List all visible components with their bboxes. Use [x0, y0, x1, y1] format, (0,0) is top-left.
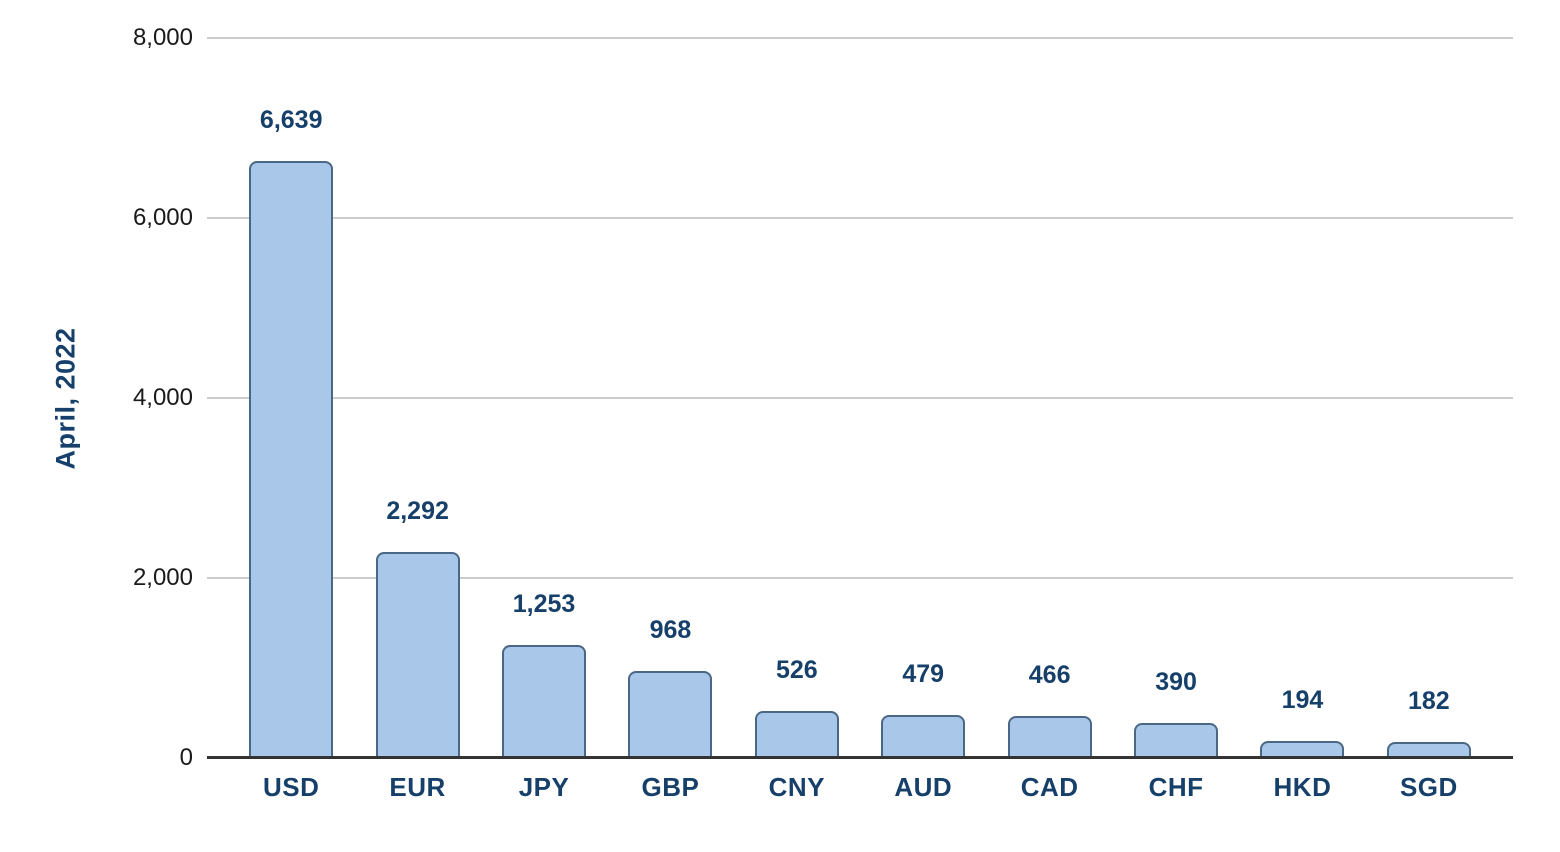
- bar-aud: [881, 714, 966, 758]
- bar-band-sgd: 182: [1366, 38, 1492, 758]
- y-tick-label: 2,000: [132, 564, 193, 591]
- bar-band-cny: 526: [734, 38, 860, 758]
- bar-value-label-usd: 6,639: [259, 105, 323, 134]
- y-tick-label: 4,000: [132, 384, 193, 411]
- bar-band-jpy: 1,253: [481, 38, 607, 758]
- bar-value-label-sgd: 182: [1408, 686, 1450, 715]
- bar-value-label-chf: 390: [1155, 667, 1197, 696]
- bar-band-usd: 6,639: [228, 38, 354, 758]
- bar-value-label-gbp: 968: [649, 615, 692, 644]
- bar-cad: [1007, 716, 1092, 758]
- bar-band-eur: 2,292: [354, 38, 480, 758]
- bar-band-gbp: 968: [607, 38, 733, 758]
- bar-band-hkd: 194: [1239, 38, 1365, 758]
- bar-eur: [375, 551, 460, 758]
- gridline: [207, 397, 1513, 399]
- bar-sgd: [1386, 741, 1471, 758]
- bar-hkd: [1260, 740, 1345, 758]
- x-tick-label-aud: AUD: [894, 772, 953, 802]
- gridline: [207, 217, 1513, 219]
- bar-value-label-cad: 466: [1028, 661, 1071, 690]
- x-axis-labels: USD EUR JPY GBP CNY AUD CAD CHF HKD SGD: [207, 772, 1513, 803]
- bar-value-label-eur: 2,292: [386, 496, 449, 525]
- bar-jpy: [502, 645, 587, 758]
- bar-value-label-cny: 526: [775, 655, 818, 684]
- x-tick-label-eur: EUR: [389, 772, 446, 802]
- x-tick-label-chf: CHF: [1148, 772, 1204, 802]
- bars-container: 6,639 2,292 1,253 968 526 479 466 390 194 182: [207, 38, 1513, 758]
- x-axis-line: [207, 756, 1513, 759]
- bar-band-aud: 479: [860, 38, 986, 758]
- x-tick-label-sgd: SGD: [1399, 772, 1458, 802]
- bar-band-chf: 390: [1113, 38, 1239, 758]
- gridline: [207, 37, 1513, 39]
- x-tick-label-cny: CNY: [768, 772, 826, 802]
- bar-value-label-jpy: 1,253: [512, 590, 576, 619]
- y-tick-label: 6,000: [132, 204, 193, 231]
- bar-cny: [754, 710, 839, 758]
- plot-area: 6,639 2,292 1,253 968 526 479 466 390 194 182: [207, 37, 1513, 759]
- bar-value-label-aud: 479: [902, 659, 945, 688]
- x-tick-label-gbp: GBP: [641, 772, 700, 802]
- y-tick-label: 8,000: [132, 24, 193, 51]
- bar-band-cad: 466: [986, 38, 1112, 758]
- x-tick-label-usd: USD: [263, 772, 320, 802]
- x-tick-label-jpy: JPY: [518, 772, 570, 802]
- bar-usd: [249, 160, 334, 758]
- bar-value-label-hkd: 194: [1281, 685, 1324, 714]
- x-tick-label-cad: CAD: [1020, 772, 1079, 802]
- gridline: [207, 577, 1513, 579]
- x-tick-label-hkd: HKD: [1273, 772, 1332, 802]
- bar-gbp: [628, 670, 713, 758]
- bar-chf: [1134, 722, 1219, 758]
- y-tick-label: 0: [179, 744, 193, 771]
